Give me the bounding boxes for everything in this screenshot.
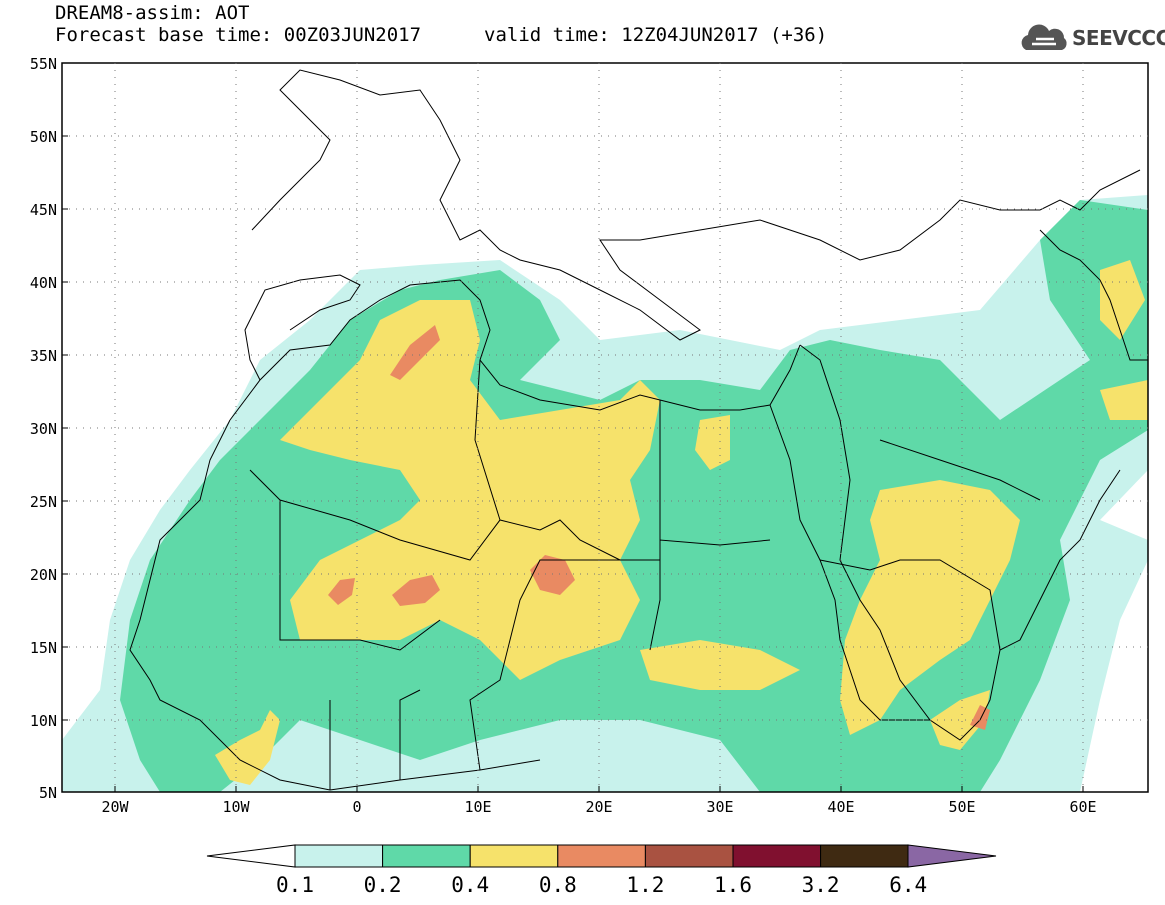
lon-labels: 20W 10W 0 10E 20E 30E 40E 50E 60E <box>101 798 1096 816</box>
lat-label: 50N <box>30 128 57 146</box>
colorbar-label: 6.4 <box>889 873 927 897</box>
lat-labels: 55N 50N 45N 40N 35N 30N 25N 20N 15N 10N … <box>30 55 57 802</box>
axis-ticks <box>62 135 1084 792</box>
gridlines <box>62 63 1148 792</box>
colorbar-swatch <box>294 844 384 868</box>
lon-label: 10E <box>464 798 491 816</box>
colorbar-swatch <box>732 844 822 868</box>
lon-label: 20E <box>585 798 612 816</box>
lon-label: 30E <box>706 798 733 816</box>
colorbar-label: 0.1 <box>276 873 314 897</box>
colorbar-over-arrow <box>907 844 997 868</box>
lat-label: 5N <box>39 784 57 802</box>
lat-label: 55N <box>30 55 57 73</box>
lat-label: 35N <box>30 347 57 365</box>
lon-label: 0 <box>352 798 361 816</box>
colorbar-label: 1.2 <box>626 873 664 897</box>
lon-label: 20W <box>101 798 129 816</box>
lon-label: 10W <box>222 798 250 816</box>
lat-label: 30N <box>30 420 57 438</box>
forecast-base-time: Forecast base time: 00Z03JUN2017 <box>55 24 422 46</box>
valid-time: valid time: 12Z04JUN2017 (+36) <box>484 24 828 46</box>
aot-field <box>62 195 1148 792</box>
lat-label: 25N <box>30 493 57 511</box>
colorbar-swatch <box>820 844 909 868</box>
colorbar-label: 3.2 <box>802 873 840 897</box>
lat-label: 10N <box>30 712 57 730</box>
lon-label: 60E <box>1069 798 1096 816</box>
lon-label: 40E <box>827 798 854 816</box>
map-title: DREAM8-assim: AOT <box>55 2 250 24</box>
cloud-icon <box>1021 24 1067 50</box>
colorbar-swatch <box>469 844 559 868</box>
logo-text: SEEVCCC <box>1072 26 1165 50</box>
colorbar-swatch <box>644 844 734 868</box>
colorbar-under-arrow <box>206 844 296 868</box>
colorbar-swatch <box>557 844 646 868</box>
colorbar: 0.1 0.2 0.4 0.8 1.2 1.6 3.2 6.4 <box>206 844 997 897</box>
colorbar-swatch <box>382 844 471 868</box>
lon-label: 50E <box>948 798 975 816</box>
lat-label: 40N <box>30 274 57 292</box>
colorbar-label: 0.4 <box>451 873 489 897</box>
lat-label: 15N <box>30 639 57 657</box>
colorbar-label: 0.2 <box>364 873 402 897</box>
colorbar-label: 0.8 <box>539 873 577 897</box>
coastlines <box>129 69 1148 791</box>
lat-label: 20N <box>30 566 57 584</box>
colorbar-label: 1.6 <box>714 873 752 897</box>
lat-label: 45N <box>30 201 57 219</box>
